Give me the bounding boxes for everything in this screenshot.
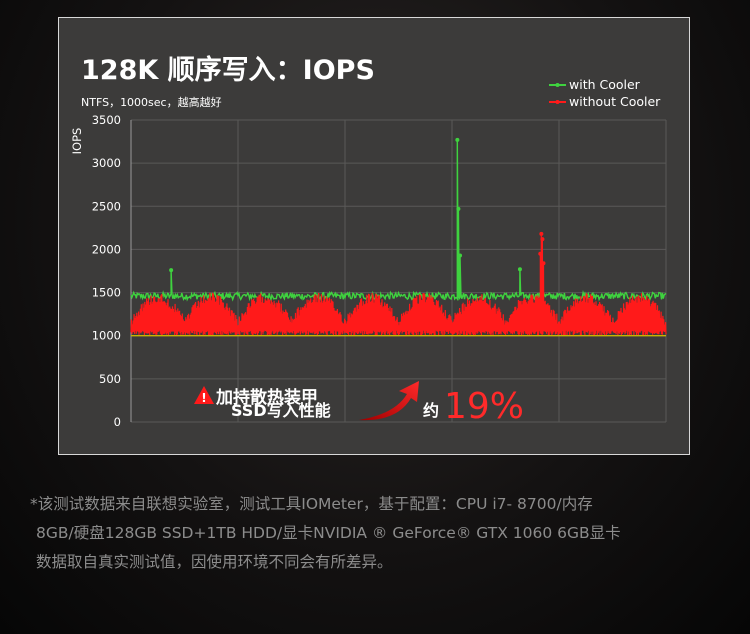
y-tick-label: 1500 bbox=[92, 286, 121, 300]
footnote-line-1: *该测试数据来自联想实验室，测试工具IOMeter，基于配置：CPU i7- 8… bbox=[30, 495, 593, 513]
y-tick-label: 3500 bbox=[92, 113, 121, 127]
data-point-with-cooler bbox=[517, 267, 522, 272]
series-with-cooler bbox=[130, 137, 667, 302]
series-line-without-cooler bbox=[130, 233, 667, 336]
legend: with Cooler without Cooler bbox=[549, 77, 661, 109]
legend-marker-with-cooler bbox=[555, 83, 560, 87]
warning-icon-mark: ! bbox=[201, 391, 206, 405]
up-arrow-icon bbox=[359, 381, 419, 421]
series-without-cooler bbox=[130, 231, 667, 337]
footnote-line-3: 数据取自真实测试值，因使用环境不同会有所差异。 bbox=[36, 553, 393, 571]
chart-panel: 128K 顺序写入：IOPS NTFS，1000sec，越高越好 IOPS 0 5… bbox=[58, 17, 690, 455]
data-point-without-cooler bbox=[540, 237, 545, 242]
y-tick-label: 3000 bbox=[92, 156, 121, 170]
annotation-warning-text: 加持散热装甲 bbox=[215, 387, 318, 408]
y-tick-label: 500 bbox=[99, 372, 121, 386]
data-point-with-cooler bbox=[456, 206, 461, 211]
data-point-without-cooler bbox=[538, 251, 543, 256]
legend-label-without-cooler: without Cooler bbox=[569, 94, 661, 109]
data-point-without-cooler bbox=[539, 231, 544, 236]
annotation: ! 加持散热装甲 SSD写入性能 约 19% bbox=[194, 381, 524, 427]
annotation-line2-text: SSD写入性能 bbox=[231, 401, 331, 420]
chart-svg: 128K 顺序写入：IOPS NTFS，1000sec，越高越好 IOPS 0 5… bbox=[70, 54, 667, 429]
data-point-with-cooler bbox=[169, 268, 174, 273]
footnote: *该测试数据来自联想实验室，测试工具IOMeter，基于配置：CPU i7- 8… bbox=[30, 490, 730, 577]
data-point-without-cooler bbox=[541, 261, 546, 266]
annotation-approx-text: 约 bbox=[423, 401, 439, 420]
y-axis-label: IOPS bbox=[70, 128, 84, 155]
y-tick-label: 2500 bbox=[92, 199, 121, 213]
legend-marker-without-cooler bbox=[555, 100, 560, 104]
y-tick-labels: 0 500 1000 1500 2000 2500 3000 3500 bbox=[92, 113, 121, 429]
series-line-with-cooler bbox=[130, 139, 667, 302]
y-tick-label: 2000 bbox=[92, 242, 121, 256]
footnote-line-2: 8GB/硬盘128GB SSD+1TB HDD/显卡NVIDIA ® GeFor… bbox=[36, 524, 621, 542]
grid bbox=[130, 119, 667, 423]
chart-title: 128K 顺序写入：IOPS bbox=[81, 54, 375, 86]
chart-subtitle: NTFS，1000sec，越高越好 bbox=[81, 95, 222, 109]
y-tick-label: 1000 bbox=[92, 329, 121, 343]
legend-label-with-cooler: with Cooler bbox=[569, 77, 641, 92]
data-point-with-cooler bbox=[458, 253, 463, 258]
warning-icon bbox=[194, 386, 214, 404]
data-point-with-cooler bbox=[455, 137, 460, 142]
annotation-percent: 19% bbox=[444, 386, 524, 427]
y-tick-label: 0 bbox=[114, 415, 121, 429]
